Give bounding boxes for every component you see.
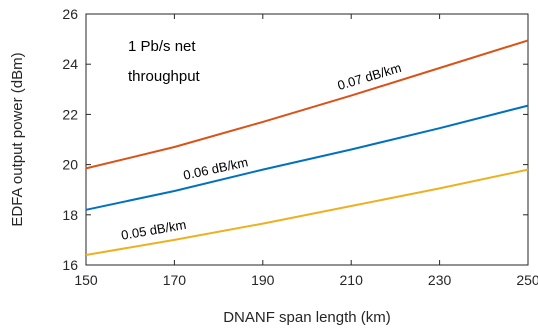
x-tick-label: 190 bbox=[251, 272, 275, 288]
x-tick-label: 230 bbox=[428, 272, 452, 288]
series-line bbox=[85, 39, 529, 170]
x-axis-title: DNANF span length (km) bbox=[223, 309, 391, 326]
y-tick-label: 26 bbox=[62, 6, 78, 22]
x-tick-label: 170 bbox=[163, 272, 187, 288]
annotation-line-2: throughput bbox=[128, 68, 201, 85]
x-tick-label: 150 bbox=[74, 272, 98, 288]
series-line bbox=[85, 104, 529, 211]
series-line bbox=[85, 168, 529, 256]
series-lines bbox=[85, 39, 529, 256]
y-axis-title: EDFA output power (dBm) bbox=[9, 52, 26, 226]
plot-area bbox=[85, 13, 529, 266]
x-axis-ticks: 150 170 190 210 230 250 bbox=[74, 14, 538, 288]
x-tick-label: 210 bbox=[340, 272, 364, 288]
y-tick-label: 24 bbox=[62, 56, 78, 72]
y-axis-ticks: 16 18 20 22 24 26 bbox=[62, 6, 528, 273]
y-tick-label: 22 bbox=[62, 106, 78, 122]
x-tick-label: 250 bbox=[516, 272, 538, 288]
annotation-line-1: 1 Pb/s net bbox=[128, 38, 196, 55]
y-tick-label: 16 bbox=[62, 257, 78, 273]
y-tick-label: 20 bbox=[62, 157, 78, 173]
y-tick-label: 18 bbox=[62, 207, 78, 223]
